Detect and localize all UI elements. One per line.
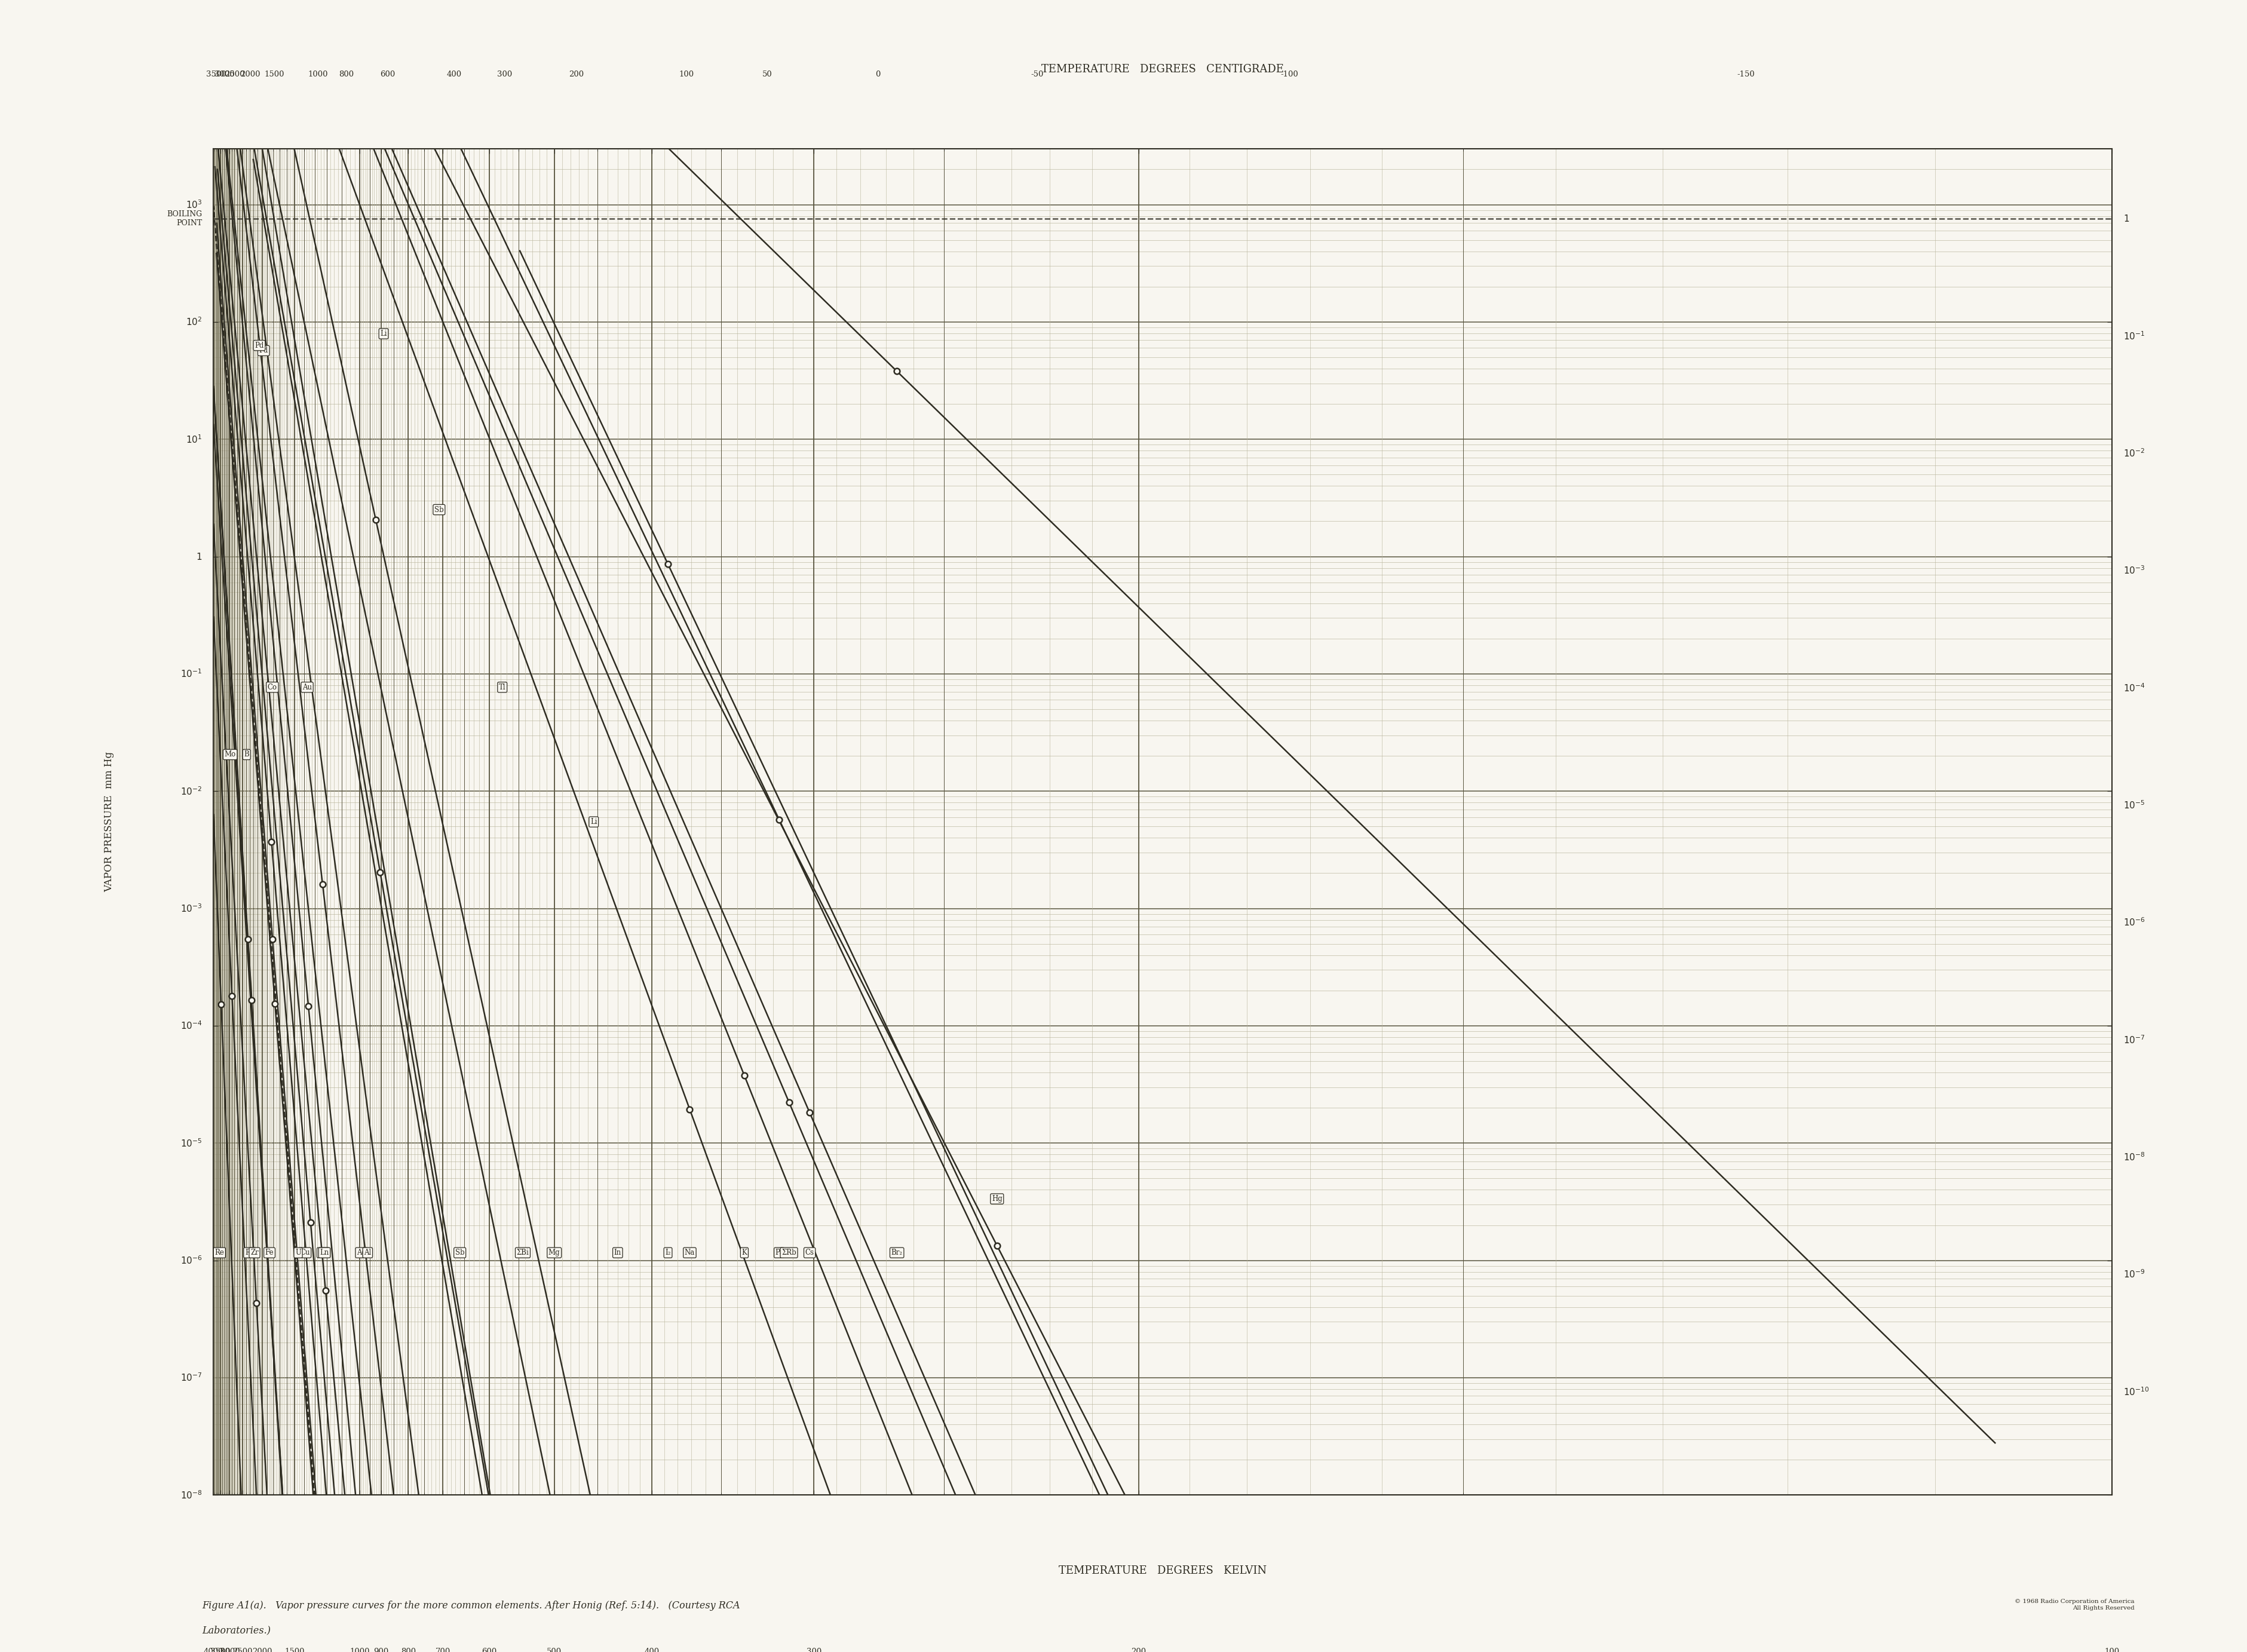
Text: $10^2$: $10^2$ [187, 317, 202, 327]
Text: Sb: Sb [456, 1249, 465, 1257]
Text: $10^{-9}$: $10^{-9}$ [2123, 1269, 2146, 1280]
Text: I₂: I₂ [665, 1249, 672, 1257]
Text: Pd: Pd [258, 347, 267, 355]
Text: Ag: Ag [357, 1249, 366, 1257]
Text: $10^3$: $10^3$ [187, 198, 202, 210]
Text: Fe: Fe [265, 1249, 274, 1257]
Text: Figure A1(a).   Vapor pressure curves for the more common elements. After Honig : Figure A1(a). Vapor pressure curves for … [202, 1601, 739, 1611]
Text: $10^{-6}$: $10^{-6}$ [2123, 917, 2146, 928]
Text: K: K [742, 1249, 746, 1257]
Text: $10^1$: $10^1$ [187, 434, 202, 444]
Text: -150: -150 [1737, 71, 1755, 78]
Text: U: U [294, 1249, 301, 1257]
Text: $10^{-5}$: $10^{-5}$ [180, 1138, 202, 1148]
Text: 300: 300 [807, 1647, 822, 1652]
Text: 3500: 3500 [211, 1647, 231, 1652]
Text: $10^{-3}$: $10^{-3}$ [2123, 565, 2146, 577]
Text: 2000: 2000 [252, 1647, 272, 1652]
Text: 700: 700 [436, 1647, 449, 1652]
Text: 200: 200 [1130, 1647, 1146, 1652]
Text: Ge: Ge [319, 1249, 328, 1257]
Text: 2500: 2500 [225, 71, 245, 78]
Text: $10^{-10}$: $10^{-10}$ [2123, 1386, 2150, 1398]
Text: 3000: 3000 [213, 71, 234, 78]
Text: 800: 800 [339, 71, 353, 78]
Text: $10^{-2}$: $10^{-2}$ [2123, 448, 2146, 459]
Text: 200: 200 [568, 71, 584, 78]
Text: P₄: P₄ [775, 1249, 782, 1257]
Text: Pd: Pd [254, 342, 263, 349]
Text: 900: 900 [373, 1647, 389, 1652]
Text: Sb: Sb [434, 506, 443, 514]
Text: 50: 50 [762, 71, 773, 78]
Text: 1500: 1500 [285, 1647, 306, 1652]
Text: 600: 600 [380, 71, 395, 78]
Text: B: B [245, 750, 249, 758]
Text: Zr: Zr [249, 1249, 258, 1257]
Text: $10^{-1}$: $10^{-1}$ [2123, 330, 2146, 342]
Text: Cu: Cu [299, 1249, 310, 1257]
Text: $1$: $1$ [195, 552, 202, 562]
Text: Na: Na [685, 1249, 694, 1257]
Text: 4000: 4000 [204, 1647, 222, 1652]
Text: Li: Li [380, 330, 386, 337]
Text: $10^{-8}$: $10^{-8}$ [2123, 1151, 2146, 1163]
Text: $10^{-1}$: $10^{-1}$ [180, 669, 202, 679]
Text: Cs: Cs [804, 1249, 813, 1257]
Text: 100: 100 [2105, 1647, 2119, 1652]
Text: Co: Co [267, 684, 276, 691]
Text: 2000: 2000 [240, 71, 261, 78]
Text: Rh: Rh [245, 1249, 254, 1257]
Text: Br₂: Br₂ [892, 1249, 903, 1257]
Text: -100: -100 [1281, 71, 1299, 78]
Text: 1000: 1000 [351, 1647, 369, 1652]
Text: Li: Li [591, 818, 598, 826]
Text: 400: 400 [447, 71, 461, 78]
Text: 100: 100 [679, 71, 694, 78]
Text: Laboratories.): Laboratories.) [202, 1626, 272, 1635]
Text: ΣRb: ΣRb [782, 1249, 795, 1257]
Text: Au: Au [303, 684, 312, 691]
Text: $10^{-3}$: $10^{-3}$ [180, 904, 202, 914]
Text: $10^{-4}$: $10^{-4}$ [180, 1021, 202, 1031]
Text: 500: 500 [546, 1647, 562, 1652]
Text: TEMPERATURE   DEGREES   CENTIGRADE: TEMPERATURE DEGREES CENTIGRADE [1043, 64, 1283, 74]
Text: 3000: 3000 [220, 1647, 240, 1652]
Text: Ln: Ln [319, 1249, 328, 1257]
Text: $10^{-6}$: $10^{-6}$ [180, 1256, 202, 1265]
Text: $10^{-2}$: $10^{-2}$ [180, 786, 202, 796]
Text: TEMPERATURE   DEGREES   KELVIN: TEMPERATURE DEGREES KELVIN [1058, 1564, 1267, 1576]
Text: 800: 800 [400, 1647, 416, 1652]
Text: $1$: $1$ [2123, 213, 2130, 223]
Text: $10^{-8}$: $10^{-8}$ [180, 1490, 202, 1500]
Text: 300: 300 [497, 71, 512, 78]
Text: ΣBi: ΣBi [517, 1249, 528, 1257]
Text: $10^{-4}$: $10^{-4}$ [2123, 682, 2146, 694]
Text: Mo: Mo [225, 750, 236, 758]
Text: $10^{-7}$: $10^{-7}$ [180, 1373, 202, 1383]
Text: 3500: 3500 [207, 71, 227, 78]
Text: Mg: Mg [548, 1249, 560, 1257]
Text: VAPOR PRESSURE  mm Hg: VAPOR PRESSURE mm Hg [103, 752, 115, 892]
Text: In: In [613, 1249, 622, 1257]
Text: 1500: 1500 [265, 71, 285, 78]
Text: 1000: 1000 [308, 71, 328, 78]
Text: $10^{-5}$: $10^{-5}$ [2123, 800, 2146, 811]
Text: Re: Re [216, 1249, 225, 1257]
Text: $10^{-7}$: $10^{-7}$ [2123, 1034, 2146, 1046]
Text: Hg: Hg [991, 1194, 1002, 1203]
Text: Al: Al [364, 1249, 371, 1257]
Text: © 1968 Radio Corporation of America
All Rights Reserved: © 1968 Radio Corporation of America All … [2016, 1599, 2135, 1611]
Text: 0: 0 [876, 71, 881, 78]
Text: -50: -50 [1031, 71, 1045, 78]
Text: BOILING
POINT: BOILING POINT [166, 210, 202, 226]
Text: Tl: Tl [499, 684, 506, 691]
Text: 400: 400 [645, 1647, 658, 1652]
Text: 600: 600 [481, 1647, 497, 1652]
Text: 2500: 2500 [234, 1647, 252, 1652]
